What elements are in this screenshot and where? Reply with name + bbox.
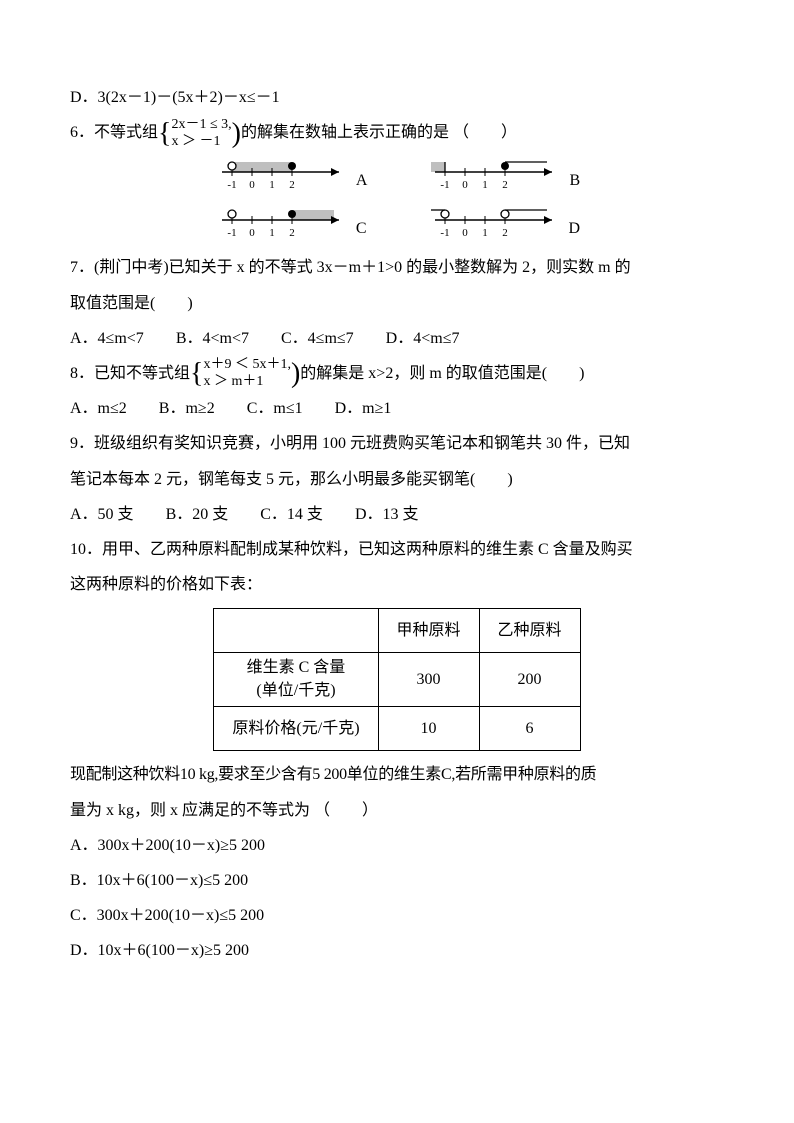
q7-line1: 7．(荆门中考)已知关于 x 的不等式 3x－m＋1>0 的最小整数解为 2，则… <box>70 250 724 285</box>
numberline-c-icon: -1 0 1 2 <box>214 202 354 246</box>
q10-line3: 现配制这种饮料10 kg,要求至少含有5 200单位的维生素C,若所需甲种原料的… <box>70 757 724 792</box>
q6-sys-bot: x ＞ －1 <box>171 134 231 151</box>
q6-option-b-figure: -1 0 1 2 B <box>427 154 580 198</box>
q8-opt-d: D．m≥1 <box>335 391 392 426</box>
q9-options: A．50 支 B．20 支 C．14 支 D．13 支 <box>70 497 724 532</box>
table-cell-vitc-label-a: 维生素 C 含量 <box>232 657 359 679</box>
q10-opt-c: C．300x＋200(10－x)≤5 200 <box>70 898 724 933</box>
q6-option-c-figure: -1 0 1 2 C <box>214 202 367 246</box>
q6-system: 2x－1 ≤ 3, x ＞ －1 <box>171 117 231 151</box>
q8-sys-bot: x ＞ m＋1 <box>203 374 291 391</box>
table-cell-vitc-jia: 300 <box>378 653 479 707</box>
q9-line1: 9．班级组织有奖知识竞赛，小明用 100 元班费购买笔记本和钢笔共 30 件，已… <box>70 426 724 461</box>
q7-opt-c: C．4≤m≤7 <box>281 321 354 356</box>
q10-opt-b: B．10x＋6(100－x)≤5 200 <box>70 863 724 898</box>
q7-options: A．4≤m<7 B．4<m<7 C．4≤m≤7 D．4<m≤7 <box>70 321 724 356</box>
q6-label-a: A <box>356 163 368 198</box>
svg-text:1: 1 <box>482 227 488 239</box>
q10-opt-a: A．300x＋200(10－x)≥5 200 <box>70 828 724 863</box>
svg-text:2: 2 <box>503 179 509 191</box>
q10-line1: 10．用甲、乙两种原料配制成某种饮料，已知这两种原料的维生素 C 含量及购买 <box>70 532 724 567</box>
q10-line4: 量为 x kg，则 x 应满足的不等式为 （ ） <box>70 793 724 828</box>
table-header-blank <box>214 609 378 653</box>
svg-text:0: 0 <box>249 227 255 239</box>
table-cell-vitc-label: 维生素 C 含量 (单位/千克) <box>214 653 378 707</box>
q9-line2: 笔记本每本 2 元，钢笔每支 5 元，那么小明最多能买钢笔( ) <box>70 462 724 497</box>
page: D．3(2x－1)－(5x＋2)－x≤－1 6．不等式组{ 2x－1 ≤ 3, … <box>0 0 794 1029</box>
brace-right-icon: ) <box>291 367 300 381</box>
svg-text:2: 2 <box>502 227 508 239</box>
q5-option-d: D．3(2x－1)－(5x＋2)－x≤－1 <box>70 80 724 115</box>
q6-numberlines-row2: -1 0 1 2 C -1 0 1 2 D <box>70 202 724 246</box>
q7-opt-d: D．4<m≤7 <box>386 321 460 356</box>
svg-text:0: 0 <box>249 179 255 191</box>
table-cell-price-jia: 10 <box>378 707 479 751</box>
q6-stem: 6．不等式组{ 2x－1 ≤ 3, x ＞ －1 )的解集在数轴上表示正确的是 … <box>70 115 724 150</box>
q10-table: 甲种原料 乙种原料 维生素 C 含量 (单位/千克) 300 200 原料价格(… <box>213 608 580 751</box>
q6-option-d-figure: -1 0 1 2 D <box>427 202 581 246</box>
numberline-b-icon: -1 0 1 2 <box>427 154 567 198</box>
q7-opt-a: A．4≤m<7 <box>70 321 144 356</box>
q6-stem-b: 的解集在数轴上表示正确的是 （ ） <box>241 124 517 141</box>
table-cell-price-label: 原料价格(元/千克) <box>214 707 378 751</box>
svg-text:-1: -1 <box>227 227 236 239</box>
q8-system: x＋9 ＜ 5x＋1, x ＞ m＋1 <box>203 357 291 391</box>
table-header-jia: 甲种原料 <box>378 609 479 653</box>
brace-left-icon: { <box>190 367 203 381</box>
q9-opt-b: B．20 支 <box>166 497 229 532</box>
svg-text:-1: -1 <box>441 179 450 191</box>
table-cell-price-yi: 6 <box>479 707 580 751</box>
numberline-d-icon: -1 0 1 2 <box>427 202 567 246</box>
q10-opt-d: D．10x＋6(100－x)≥5 200 <box>70 933 724 968</box>
svg-text:-1: -1 <box>227 179 236 191</box>
table-row: 甲种原料 乙种原料 <box>214 609 580 653</box>
q9-opt-a: A．50 支 <box>70 497 134 532</box>
q6-sys-top: 2x－1 ≤ 3, <box>171 117 231 134</box>
table-row: 维生素 C 含量 (单位/千克) 300 200 <box>214 653 580 707</box>
q6-label-b: B <box>569 163 580 198</box>
table-row: 原料价格(元/千克) 10 6 <box>214 707 580 751</box>
q8-opt-b: B．m≥2 <box>159 391 215 426</box>
q9-opt-c: C．14 支 <box>260 497 323 532</box>
q8-opt-c: C．m≤1 <box>247 391 303 426</box>
q8-stem-a: 8．已知不等式组 <box>70 365 190 382</box>
q8-stem: 8．已知不等式组{ x＋9 ＜ 5x＋1, x ＞ m＋1 )的解集是 x>2，… <box>70 356 724 391</box>
brace-right-icon: ) <box>232 127 241 141</box>
q7-line2: 取值范围是( ) <box>70 286 724 321</box>
svg-text:1: 1 <box>483 179 489 191</box>
q8-opt-a: A．m≤2 <box>70 391 127 426</box>
svg-text:2: 2 <box>289 179 295 191</box>
svg-text:-1: -1 <box>440 227 449 239</box>
numberline-a-icon: -1 0 1 2 <box>214 154 354 198</box>
q6-stem-a: 6．不等式组 <box>70 124 158 141</box>
q8-sys-top: x＋9 ＜ 5x＋1, <box>203 357 291 374</box>
svg-text:0: 0 <box>463 179 469 191</box>
svg-text:1: 1 <box>269 227 275 239</box>
svg-text:2: 2 <box>289 227 295 239</box>
q8-options: A．m≤2 B．m≥2 C．m≤1 D．m≥1 <box>70 391 724 426</box>
q9-opt-d: D．13 支 <box>355 497 419 532</box>
q10-line2: 这两种原料的价格如下表： <box>70 567 724 602</box>
q6-label-d: D <box>569 211 581 246</box>
svg-text:1: 1 <box>269 179 275 191</box>
q6-option-a-figure: -1 0 1 2 A <box>214 154 368 198</box>
brace-left-icon: { <box>158 127 171 141</box>
q6-numberlines-row1: -1 0 1 2 A -1 0 1 2 B <box>70 154 724 198</box>
table-cell-vitc-label-b: (单位/千克) <box>232 680 359 702</box>
q6-label-c: C <box>356 211 367 246</box>
table-cell-vitc-yi: 200 <box>479 653 580 707</box>
q7-opt-b: B．4<m<7 <box>176 321 249 356</box>
q8-stem-b: 的解集是 x>2，则 m 的取值范围是( ) <box>300 365 584 382</box>
svg-text:0: 0 <box>462 227 468 239</box>
table-header-yi: 乙种原料 <box>479 609 580 653</box>
